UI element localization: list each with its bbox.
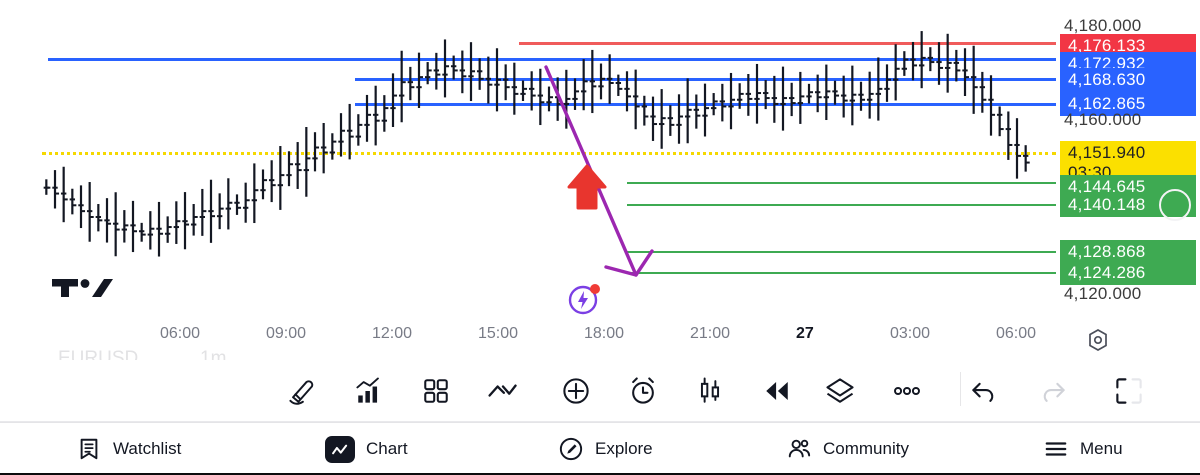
time-tick-label: 06:00 bbox=[160, 325, 201, 342]
price-tag-green[interactable]: 4,128.868 bbox=[1060, 240, 1196, 264]
candlestick-icon bbox=[700, 377, 720, 403]
indicators-tool[interactable] bbox=[343, 360, 395, 422]
support-green-1[interactable] bbox=[627, 182, 1056, 184]
nav-item-menu[interactable]: Menu bbox=[1043, 423, 1123, 475]
resistance-blue-1[interactable] bbox=[48, 58, 1056, 61]
redo-icon bbox=[1043, 382, 1065, 402]
resistance-blue-3[interactable] bbox=[355, 103, 1056, 106]
ghost-circle-decoration bbox=[1159, 189, 1191, 221]
nav-item-explore[interactable]: Explore bbox=[558, 423, 653, 475]
chart-plot[interactable] bbox=[0, 0, 1056, 320]
nav-label: Watchlist bbox=[113, 439, 182, 458]
red-up-arrow-sticker[interactable] bbox=[566, 163, 608, 211]
rewind-icon bbox=[766, 382, 788, 400]
price-tick-label: 4,160.000 bbox=[1064, 110, 1142, 129]
time-tick-label: 06:00 bbox=[996, 325, 1037, 342]
undo-tool[interactable] bbox=[959, 360, 1011, 422]
chart-area[interactable]: 4,180.000 4,176.133 4,172.932 4,168.630 4,16… bbox=[0, 0, 1200, 320]
layouts-tool[interactable] bbox=[410, 360, 462, 422]
fullscreen-tool[interactable] bbox=[1103, 360, 1155, 422]
time-tick-label: 09:00 bbox=[266, 325, 307, 342]
time-tick-label: 18:00 bbox=[584, 325, 625, 342]
resistance-red[interactable] bbox=[519, 42, 1056, 45]
plus-circle-icon bbox=[563, 378, 589, 404]
undo-icon bbox=[972, 382, 994, 402]
draw-tool[interactable] bbox=[276, 360, 328, 422]
layers-tool[interactable] bbox=[814, 360, 866, 422]
time-tick-label: 03:00 bbox=[890, 325, 931, 342]
price-tag-green[interactable]: 4,124.286 bbox=[1060, 261, 1196, 285]
time-tick-label: 15:00 bbox=[478, 325, 519, 342]
grid-icon bbox=[424, 379, 448, 403]
price-tag-blue[interactable]: 4,162.865 bbox=[1060, 92, 1196, 116]
time-axis[interactable]: 06:00 09:00 12:00 15:00 18:00 21:00 27 03:00 06:… bbox=[0, 320, 1200, 352]
patterns-tool[interactable] bbox=[477, 360, 529, 422]
nav-label: Community bbox=[823, 439, 909, 458]
tradingview-logo bbox=[52, 279, 113, 297]
more-tool[interactable] bbox=[881, 360, 933, 422]
nav-item-chart[interactable]: Chart bbox=[325, 423, 408, 475]
price-scale[interactable]: 4,180.000 4,176.133 4,172.932 4,168.630 4,16… bbox=[1056, 0, 1200, 320]
nav-label: Explore bbox=[595, 439, 653, 458]
support-green-2[interactable] bbox=[627, 204, 1056, 206]
chevrons-icon bbox=[488, 384, 517, 397]
support-green-3[interactable] bbox=[627, 251, 1056, 253]
time-tick-label: 21:00 bbox=[690, 325, 731, 342]
alerts-tool[interactable] bbox=[617, 360, 669, 422]
replay-tool[interactable] bbox=[751, 360, 803, 422]
layers-icon bbox=[826, 378, 854, 403]
bottom-navigation[interactable]: Watchlist Chart Explore Community Menu bbox=[0, 422, 1200, 475]
chart-type-tool[interactable] bbox=[684, 360, 736, 422]
toolbar-separator bbox=[960, 372, 961, 406]
nav-label: Chart bbox=[366, 439, 408, 458]
time-tick-label: 12:00 bbox=[372, 325, 413, 342]
nav-item-community[interactable]: Community bbox=[786, 423, 909, 475]
chart-icon bbox=[325, 435, 355, 463]
price-tag-blue[interactable]: 4,168.630 bbox=[1060, 68, 1196, 92]
support-green-4[interactable] bbox=[627, 272, 1056, 274]
indicators-icon bbox=[356, 377, 379, 403]
chart-settings-gear-icon[interactable] bbox=[1086, 328, 1110, 352]
home-indicator-bar bbox=[0, 473, 1200, 475]
pencil-icon bbox=[289, 380, 314, 405]
more-horizontal-icon bbox=[894, 386, 920, 396]
hamburger-icon bbox=[1043, 436, 1069, 462]
nav-label: Menu bbox=[1080, 439, 1123, 458]
price-tick-label: 4,180.000 bbox=[1064, 16, 1142, 35]
resistance-blue-2[interactable] bbox=[355, 78, 1056, 81]
fullscreen-icon bbox=[1116, 378, 1142, 404]
community-icon bbox=[786, 436, 812, 462]
time-tick-label: 27 bbox=[796, 325, 814, 342]
chart-toolbar[interactable] bbox=[0, 360, 1200, 422]
add-tool[interactable] bbox=[550, 360, 602, 422]
price-tick-label: 4,120.000 bbox=[1064, 284, 1142, 303]
toolbar-bottom-divider bbox=[0, 421, 1200, 422]
nav-item-watchlist[interactable]: Watchlist bbox=[76, 423, 181, 475]
watchlist-icon bbox=[76, 436, 102, 462]
lightning-bolt-icon[interactable] bbox=[567, 281, 603, 317]
pivot-yellow[interactable] bbox=[42, 152, 1056, 155]
alarm-clock-icon bbox=[632, 377, 654, 404]
compass-icon bbox=[558, 436, 584, 462]
redo-tool[interactable] bbox=[1026, 360, 1078, 422]
